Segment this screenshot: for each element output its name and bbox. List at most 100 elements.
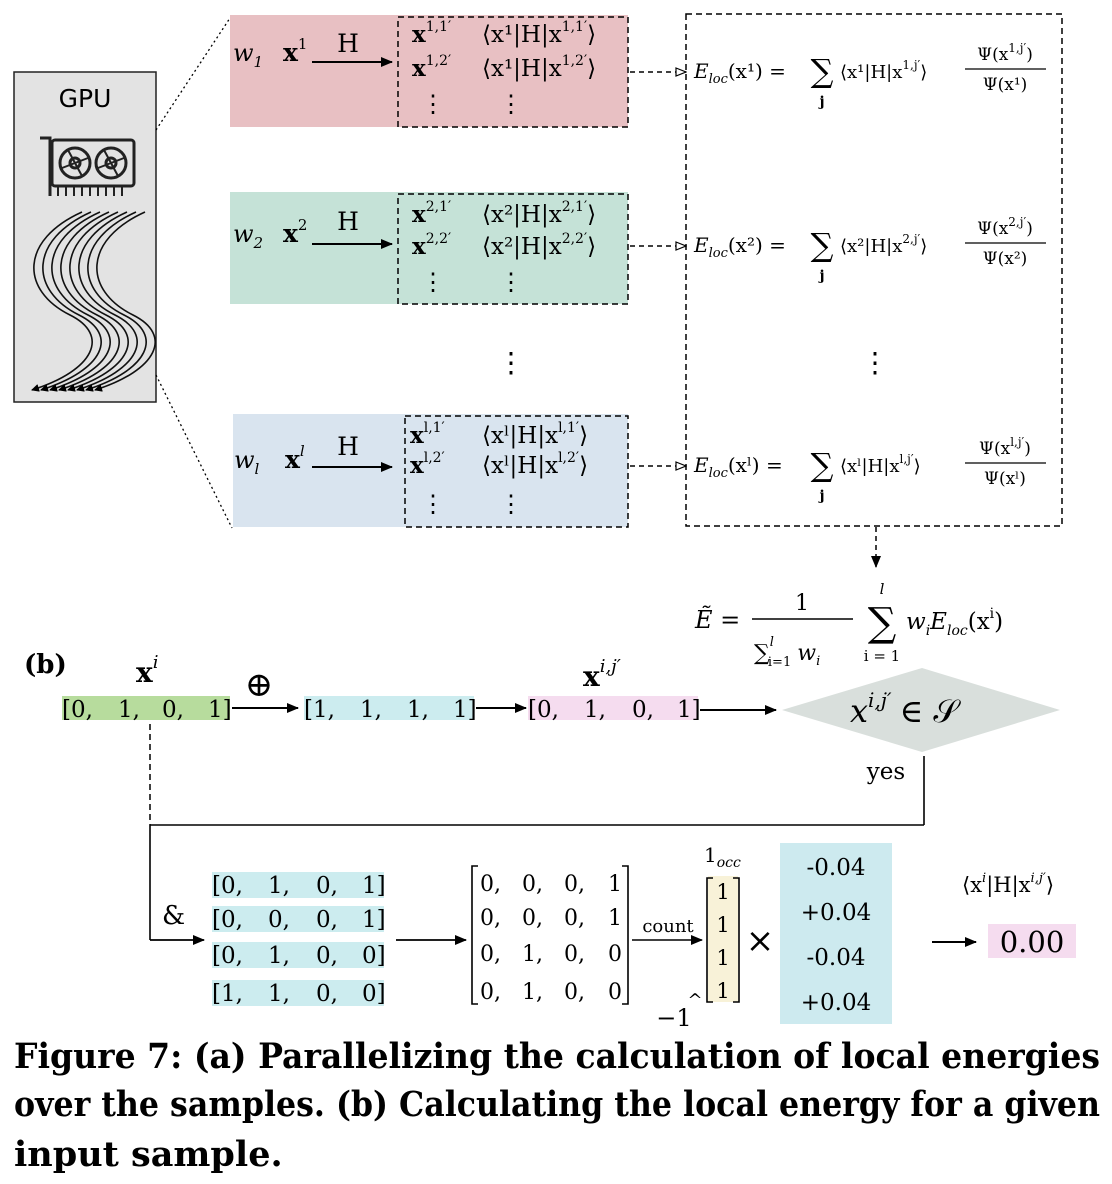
res-2-3: 0 (608, 942, 622, 967)
vec-xi-bg (62, 696, 230, 720)
vec-flip-3: 1] (453, 697, 477, 723)
row-2-connected-box (397, 193, 629, 305)
row-3-elem-2: ⟨xˡ|H|xl,2′⟩ (482, 450, 588, 479)
row-1-eloc-lhs: Eloc(x¹) = (693, 59, 786, 87)
row-3-sum: ∑ (811, 446, 834, 484)
average-energy-formula: Ẽ = 1 ∑l i=1 wi l ∑ i = 1 wiEloc(xi) (694, 580, 1003, 670)
result-value: 0.00 (1000, 925, 1065, 959)
row-2: w2 x2 H x2,1′ ⟨x²|H|x2,1′⟩ x2,2′ ⟨x²|H|x… (233, 199, 1046, 296)
row-3-weight: wl (234, 446, 260, 478)
res-3-1: 1, (522, 980, 543, 1005)
row-2-elem-1: ⟨x²|H|x2,1′⟩ (482, 199, 596, 228)
row-1-eloc-term: ⟨x¹|H|x1,j′⟩ (840, 58, 927, 83)
yes-label: yes (866, 759, 905, 785)
row-2-sample: x2 (283, 216, 307, 248)
res-1-3: 1 (608, 906, 622, 931)
res-2-1: 1, (522, 942, 543, 967)
vec-xij-1: 1, (584, 697, 606, 723)
row-3-eloc-den: Ψ(xˡ) (984, 469, 1026, 489)
row-1-band (230, 15, 628, 127)
times-symbol: × (746, 921, 775, 961)
row-3-elem-1: ⟨xˡ|H|xl,1′⟩ (482, 420, 588, 449)
vec-xi-0: [0, (62, 697, 93, 723)
coef-2: -0.04 (807, 945, 866, 971)
coef-1: +0.04 (801, 900, 871, 926)
panel-b: (b) xi [0, 1, 0, 1] ⊕ [1, 1, 1, 1] xi,j′… (24, 650, 1076, 1032)
gpu-label: GPU (59, 84, 112, 113)
row-3-dots-right: ⋮ (499, 490, 523, 518)
row-3-band (233, 414, 628, 527)
row-1-eloc-num: Ψ(x1,j′) (977, 41, 1033, 65)
and-2-1: 1, (268, 943, 290, 969)
occ-left-bracket (706, 877, 713, 1003)
avg-big-sum-sub: i = 1 (864, 647, 900, 665)
caption-line-2: over the samples. (b) Calculating the lo… (14, 1084, 1100, 1125)
gpu-box (13, 71, 157, 403)
rows-ellipsis-left: ⋮ (497, 346, 525, 379)
row-3-sample: xl (285, 442, 305, 474)
and-3-0: [1, (212, 981, 243, 1007)
membership-diamond (782, 668, 1060, 752)
vec-xij-bg (528, 696, 698, 720)
row-2-eloc-den: Ψ(x²) (983, 249, 1028, 269)
res-0-2: 0, (564, 872, 585, 897)
pow-label: −1 (656, 1004, 691, 1032)
avg-big-sum-sup: l (880, 580, 885, 598)
parallel-threads-icon (31, 211, 156, 392)
result-right-bracket (622, 865, 629, 1005)
thread-line (85, 211, 147, 392)
occ-0: 1 (716, 880, 729, 904)
occ-right-bracket (733, 877, 740, 1003)
res-1-2: 0, (564, 906, 585, 931)
and-symbol: & (162, 901, 185, 931)
avg-lhs: Ẽ = (694, 605, 740, 634)
vec-xi-2: 0, (162, 697, 184, 723)
vec-xi-3: 1] (208, 697, 232, 723)
xi-label: xi (136, 652, 158, 689)
occ-1: 1 (716, 913, 729, 937)
vec-xij-2: 0, (632, 697, 654, 723)
res-3-0: 0, (480, 980, 501, 1005)
row-1-sum-index: j (817, 94, 824, 110)
xij-label: xi,j′ (583, 656, 621, 693)
and-row-2-bg (212, 942, 384, 968)
row-2-eloc-term: ⟨x²|H|x2,j′⟩ (840, 232, 927, 257)
occ-column-bg (708, 876, 738, 1002)
and-3-3: 0] (362, 981, 386, 1007)
row-1-weight: w1 (233, 39, 263, 71)
and-2-3: 0] (362, 943, 386, 969)
thread-line (94, 211, 156, 392)
and-2-0: [0, (212, 943, 243, 969)
row-1-conn-1: x1,1′ (412, 19, 451, 48)
membership-text: xi,j′ ∈ 𝒮 (850, 688, 961, 730)
res-0-3: 1 (608, 872, 622, 897)
row-1-op: H (337, 29, 359, 58)
xor-symbol: ⊕ (245, 665, 274, 705)
row-3-connected-box (404, 415, 629, 528)
vec-xi: [0, 1, 0, 1] (62, 697, 232, 723)
and-0-3: 1] (362, 873, 386, 899)
row-3-eloc-lhs: Eloc(xˡ) = (693, 453, 783, 481)
and-0-0: [0, (212, 873, 243, 899)
row-2-band (230, 192, 628, 304)
vec-xij-3: 1] (677, 697, 701, 723)
res-0-1: 0, (522, 872, 543, 897)
row-3-conn-1: xl,1′ (410, 420, 445, 449)
row-3: wl xl H xl,1′ ⟨xˡ|H|xl,1′⟩ xl,2′ ⟨xˡ|H|x… (234, 420, 1046, 518)
res-1-1: 0, (522, 906, 543, 931)
row-2-eloc-num: Ψ(x2,j′) (977, 215, 1033, 239)
avg-body: wiEloc(xi) (906, 606, 1003, 639)
coef-3: +0.04 (801, 990, 871, 1016)
panel-b-label: (b) (24, 650, 67, 680)
pow-caret: ^ (687, 990, 702, 1011)
vec-xij: [0, 1, 0, 1] (528, 697, 701, 723)
row-1-connected-box (397, 16, 629, 128)
row-1-eloc-den: Ψ(x¹) (983, 75, 1028, 95)
and-0-1: 1, (268, 873, 290, 899)
result-matrix: 0, 0, 0, 1 0, 0, 0, 1 0, 1, 0, 0 0, 1, 0… (471, 865, 629, 1005)
row-2-op: H (337, 207, 359, 236)
and-1-3: 1] (362, 907, 386, 933)
row-1-dots-right: ⋮ (499, 90, 523, 118)
row-3-eloc-num: Ψ(xl,j′) (979, 435, 1031, 459)
